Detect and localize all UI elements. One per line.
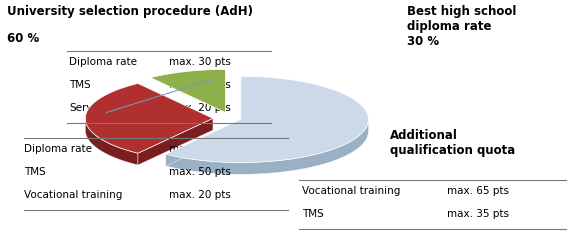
Polygon shape [86, 83, 213, 153]
Text: TMS: TMS [70, 80, 91, 90]
Text: max. 20 pts: max. 20 pts [169, 103, 231, 113]
Polygon shape [166, 76, 368, 163]
Text: max. 20 pts: max. 20 pts [169, 190, 231, 200]
Text: Diploma rate: Diploma rate [70, 57, 137, 67]
Text: max. 50 pts: max. 50 pts [169, 167, 231, 177]
Polygon shape [138, 118, 213, 165]
Text: max. 30 pts: max. 30 pts [169, 57, 231, 67]
Text: Diploma rate: Diploma rate [24, 144, 92, 154]
Polygon shape [166, 120, 368, 174]
Text: TMS: TMS [302, 209, 324, 219]
Polygon shape [86, 119, 138, 165]
Text: Vocational training: Vocational training [24, 190, 123, 200]
Text: Additional
qualification quota: Additional qualification quota [390, 129, 515, 157]
Text: max. 30 pts: max. 30 pts [169, 144, 231, 154]
Text: max. 65 pts: max. 65 pts [447, 186, 508, 196]
Text: 60 %: 60 % [7, 32, 39, 45]
Text: max. 50 pts: max. 50 pts [169, 80, 231, 90]
Polygon shape [166, 120, 241, 166]
Polygon shape [150, 69, 226, 113]
Text: max. 35 pts: max. 35 pts [447, 209, 508, 219]
Text: TMS: TMS [24, 167, 46, 177]
Text: Vocational training: Vocational training [302, 186, 400, 196]
Text: Best high school
diploma rate
30 %: Best high school diploma rate 30 % [407, 5, 516, 48]
Text: University selection procedure (AdH): University selection procedure (AdH) [7, 5, 253, 18]
Text: Service: Service [70, 103, 108, 113]
